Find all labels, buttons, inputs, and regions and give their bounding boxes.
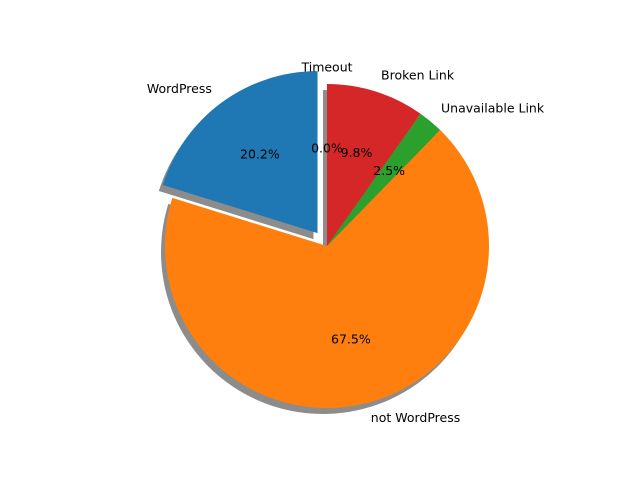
- slice-unavailable-link: [327, 113, 441, 246]
- slice-broken-link: [327, 84, 421, 246]
- slice-label-wordpress: WordPress: [147, 81, 212, 96]
- slice-label-broken-link: Broken Link: [381, 68, 455, 83]
- slice-pct-not-wordpress: 67.5%: [331, 332, 371, 347]
- slice-pct-timeout: 0.0%: [311, 140, 343, 155]
- slice-label-not-wordpress: not WordPress: [371, 410, 460, 425]
- slice-labels: WordPress 20.2% not WordPress 67.5% Unavaila…: [147, 59, 545, 425]
- slice-pct-broken-link: 9.8%: [341, 145, 373, 160]
- pie-slices: [162, 71, 489, 409]
- slice-pct-unavailable-link: 2.5%: [373, 163, 405, 178]
- slice-not-wordpress: [165, 130, 489, 409]
- slice-label-timeout: Timeout: [300, 59, 352, 74]
- slice-label-unavailable-link: Unavailable Link: [441, 101, 545, 116]
- slice-wordpress: [162, 71, 318, 234]
- slice-pct-wordpress: 20.2%: [240, 146, 280, 161]
